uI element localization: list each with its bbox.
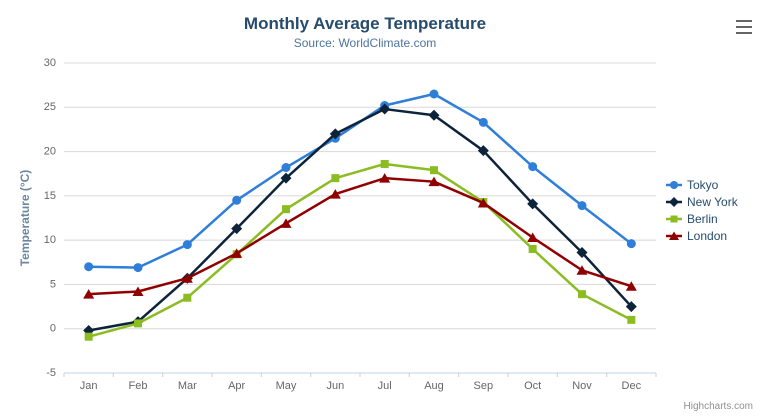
data-point-tokyo[interactable] <box>478 117 488 127</box>
series-line-london[interactable] <box>87 176 633 296</box>
y-tick-label: 25 <box>44 101 56 113</box>
hamburger-icon <box>736 20 752 22</box>
data-point-london[interactable] <box>132 286 144 297</box>
data-point-new-york[interactable] <box>576 247 588 259</box>
data-point-new-york[interactable] <box>329 128 341 140</box>
triangle-legend-icon <box>666 231 682 240</box>
data-point-london[interactable] <box>83 289 95 299</box>
hamburger-icon <box>736 32 752 34</box>
x-tick-label: Jan <box>80 380 98 392</box>
context-menu-button[interactable] <box>733 16 755 38</box>
y-tick-label: 30 <box>44 57 56 69</box>
data-point-berlin[interactable] <box>528 245 537 253</box>
data-point-berlin[interactable] <box>84 332 93 341</box>
data-point-tokyo[interactable] <box>232 195 242 205</box>
triangle-marker <box>669 231 679 240</box>
data-point-berlin[interactable] <box>627 315 636 324</box>
data-point-london[interactable] <box>280 218 292 228</box>
x-tick-label: Sep <box>474 380 494 392</box>
y-tick-label: 20 <box>44 145 56 157</box>
legend-label: Berlin <box>687 211 718 226</box>
data-point-new-york[interactable] <box>280 172 292 184</box>
data-point-berlin[interactable] <box>331 174 340 183</box>
square-marker <box>670 215 678 222</box>
y-tick-label: -5 <box>46 367 56 379</box>
data-point-london[interactable] <box>576 265 588 275</box>
y-tick-label: 15 <box>44 190 56 202</box>
series-line-new-york[interactable] <box>87 107 633 332</box>
data-point-berlin[interactable] <box>380 159 389 168</box>
data-point-new-york[interactable] <box>379 103 391 115</box>
data-point-new-york[interactable] <box>527 198 539 210</box>
series-line-tokyo[interactable] <box>87 92 633 269</box>
legend-label: New York <box>687 194 738 209</box>
data-point-berlin[interactable] <box>578 290 586 299</box>
data-point-london[interactable] <box>428 176 440 187</box>
data-point-london[interactable] <box>379 173 391 183</box>
legend-label: Tokyo <box>687 177 719 192</box>
diamond-marker <box>669 196 679 207</box>
diamond-legend-icon <box>666 196 682 207</box>
data-point-london[interactable] <box>329 189 341 199</box>
data-point-london[interactable] <box>477 197 489 208</box>
square-legend-icon <box>666 215 682 222</box>
legend-item-tokyo[interactable]: Tokyo <box>666 176 738 193</box>
credits-link[interactable]: Highcharts.com <box>683 401 753 412</box>
data-point-new-york[interactable] <box>428 109 440 121</box>
data-point-tokyo[interactable] <box>182 240 192 250</box>
legend-item-new-york[interactable]: New York <box>666 193 738 210</box>
chart-title: Monthly Average Temperature <box>243 14 487 33</box>
data-point-new-york[interactable] <box>477 145 489 157</box>
data-point-tokyo[interactable] <box>577 201 587 211</box>
data-point-tokyo[interactable] <box>528 162 538 172</box>
x-tick-label: May <box>276 380 297 392</box>
data-point-new-york[interactable] <box>231 223 243 235</box>
x-tick-label: Mar <box>178 380 197 392</box>
chart-subtitle: Source: WorldClimate.com <box>293 36 437 50</box>
x-tick-label: Jun <box>326 380 344 392</box>
x-tick-label: Apr <box>228 380 245 392</box>
data-point-berlin[interactable] <box>430 166 438 175</box>
legend-item-berlin[interactable]: Berlin <box>666 210 738 227</box>
data-point-london[interactable] <box>231 248 243 258</box>
data-point-tokyo[interactable] <box>84 262 94 272</box>
data-point-tokyo[interactable] <box>133 263 143 273</box>
x-tick-label: Feb <box>129 380 148 392</box>
data-point-new-york[interactable] <box>625 301 637 313</box>
data-point-london[interactable] <box>625 281 637 291</box>
hamburger-icon <box>736 26 752 28</box>
circle-marker <box>670 180 678 189</box>
data-point-tokyo[interactable] <box>281 163 291 173</box>
data-point-berlin[interactable] <box>183 293 192 302</box>
circle-legend-icon <box>666 180 682 189</box>
y-axis-title: Temperature (°C) <box>18 169 32 267</box>
series-line-berlin[interactable] <box>87 162 633 338</box>
x-tick-label: Aug <box>424 380 444 392</box>
y-tick-label: 5 <box>50 278 56 290</box>
y-tick-label: 10 <box>44 234 56 246</box>
data-point-tokyo[interactable] <box>429 89 439 99</box>
data-point-london[interactable] <box>181 273 193 283</box>
x-tick-label: Jul <box>378 380 392 392</box>
y-tick-label: 0 <box>50 323 56 335</box>
data-point-london[interactable] <box>527 232 539 242</box>
x-tick-label: Oct <box>524 380 541 392</box>
x-tick-label: Dec <box>622 380 642 392</box>
x-tick-label: Nov <box>572 380 592 392</box>
legend-label: London <box>687 228 728 243</box>
data-point-berlin[interactable] <box>282 205 290 214</box>
data-point-tokyo[interactable] <box>626 239 636 249</box>
data-point-berlin[interactable] <box>134 319 142 328</box>
legend-item-london[interactable]: London <box>666 227 738 244</box>
legend: Tokyo New York Berlin London <box>666 176 738 244</box>
